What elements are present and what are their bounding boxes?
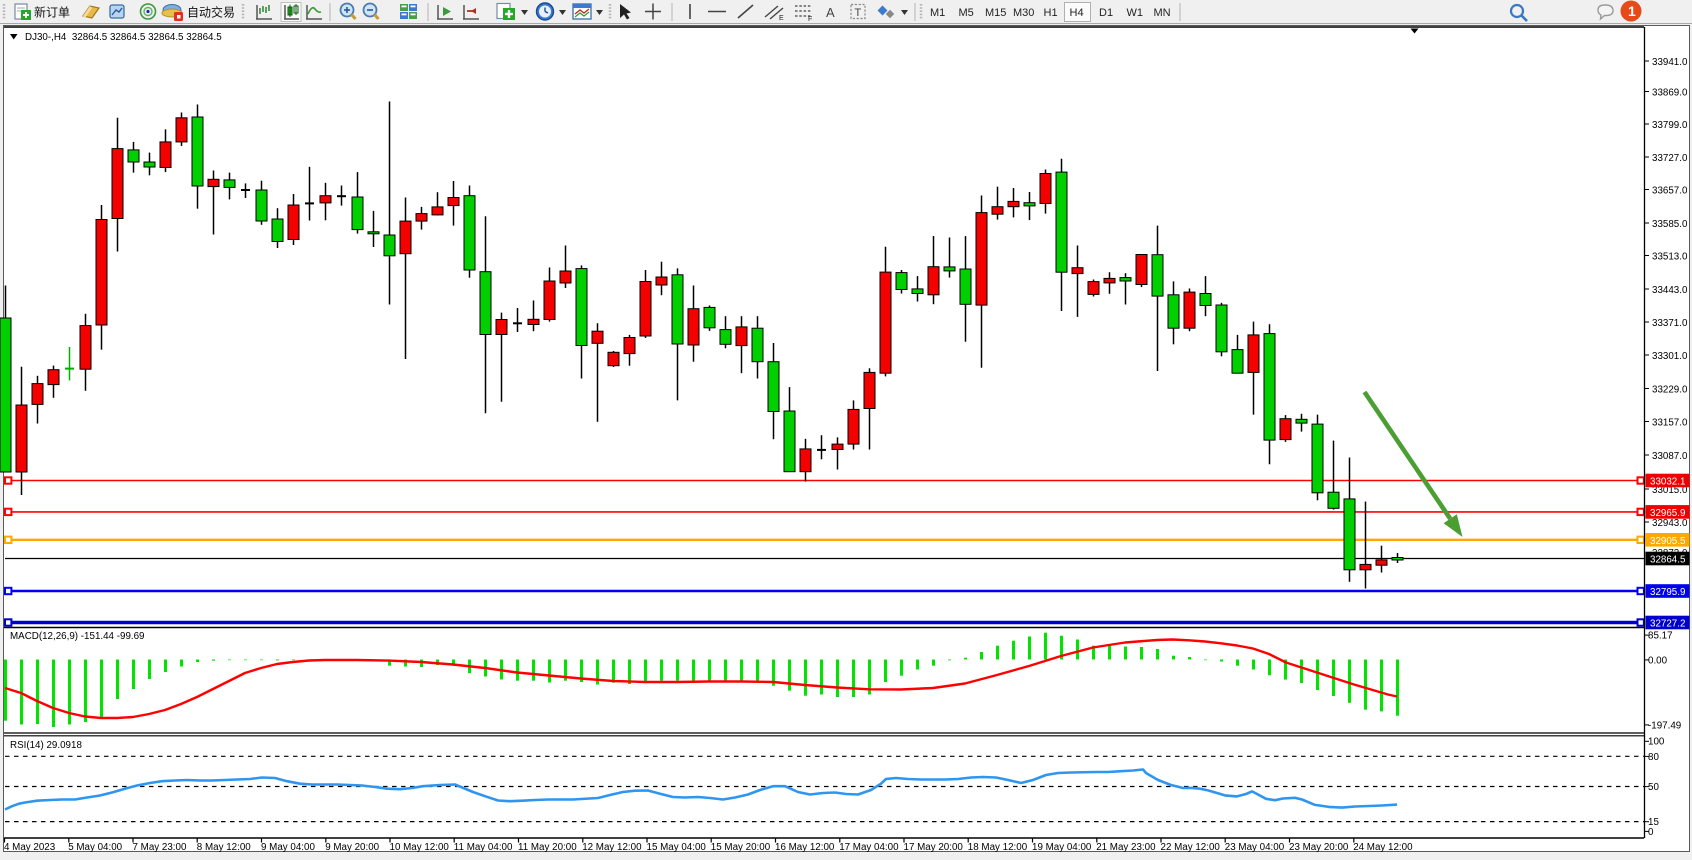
svg-text:DJ30-,H4 32864.5 32864.5 3286: DJ30-,H4 32864.5 32864.5 32864.5 32864.5: [25, 32, 222, 43]
svg-text:11 May 04:00: 11 May 04:00: [454, 842, 513, 853]
svg-text:33301.0: 33301.0: [1652, 351, 1688, 362]
svg-text:M5: M5: [959, 7, 974, 19]
svg-text:19 May 04:00: 19 May 04:00: [1032, 842, 1092, 853]
svg-text:33657.0: 33657.0: [1652, 185, 1688, 196]
svg-text:-197.49: -197.49: [1648, 720, 1681, 731]
svg-text:33941.0: 33941.0: [1652, 57, 1688, 68]
svg-text:33585.0: 33585.0: [1652, 219, 1688, 230]
svg-text:33799.0: 33799.0: [1652, 120, 1688, 131]
svg-text:9 May 20:00: 9 May 20:00: [325, 842, 379, 853]
svg-text:100: 100: [1648, 737, 1665, 748]
svg-text:16 May 12:00: 16 May 12:00: [775, 842, 835, 853]
svg-text:32965.9: 32965.9: [1650, 508, 1685, 519]
svg-text:50: 50: [1648, 782, 1659, 793]
svg-text:0: 0: [1648, 827, 1654, 838]
svg-text:9 May 04:00: 9 May 04:00: [261, 842, 315, 853]
svg-text:T: T: [855, 7, 862, 19]
svg-text:A: A: [826, 5, 835, 20]
svg-text:15: 15: [1648, 817, 1659, 828]
svg-text:22 May 12:00: 22 May 12:00: [1161, 842, 1221, 853]
svg-text:33869.0: 33869.0: [1652, 87, 1688, 98]
svg-text:M15: M15: [985, 7, 1006, 19]
svg-text:MACD(12,26,9) -151.44 -99.69: MACD(12,26,9) -151.44 -99.69: [10, 631, 145, 642]
svg-text:33032.1: 33032.1: [1650, 477, 1685, 488]
svg-text:1: 1: [1628, 3, 1636, 19]
svg-text:新订单: 新订单: [34, 5, 70, 20]
svg-text:17 May 20:00: 17 May 20:00: [904, 842, 964, 853]
svg-text:15 May 20:00: 15 May 20:00: [711, 842, 771, 853]
svg-text:F: F: [808, 16, 812, 23]
svg-text:H1: H1: [1044, 7, 1058, 19]
svg-text:4 May 2023: 4 May 2023: [4, 842, 56, 853]
svg-text:7 May 23:00: 7 May 23:00: [133, 842, 187, 853]
svg-text:33229.0: 33229.0: [1652, 384, 1688, 395]
svg-text:M1: M1: [930, 7, 945, 19]
svg-text:23 May 04:00: 23 May 04:00: [1225, 842, 1285, 853]
svg-text:32864.5: 32864.5: [1650, 555, 1686, 566]
svg-text:80: 80: [1648, 752, 1659, 763]
svg-text:32943.0: 32943.0: [1652, 518, 1688, 529]
svg-text:33157.0: 33157.0: [1652, 417, 1688, 428]
svg-text:5 May 04:00: 5 May 04:00: [68, 842, 122, 853]
svg-text:W1: W1: [1127, 7, 1144, 19]
svg-text:D1: D1: [1099, 7, 1113, 19]
svg-text:M30: M30: [1013, 7, 1034, 19]
svg-text:33087.0: 33087.0: [1652, 451, 1688, 462]
svg-text:15 May 04:00: 15 May 04:00: [647, 842, 707, 853]
svg-text:11 May 20:00: 11 May 20:00: [518, 842, 577, 853]
svg-text:85.17: 85.17: [1648, 631, 1673, 642]
svg-text:8 May 12:00: 8 May 12:00: [197, 842, 251, 853]
svg-text:12 May 12:00: 12 May 12:00: [582, 842, 642, 853]
svg-text:32727.2: 32727.2: [1650, 619, 1685, 630]
svg-text:24 May 12:00: 24 May 12:00: [1353, 842, 1413, 853]
svg-text:17 May 04:00: 17 May 04:00: [839, 842, 899, 853]
svg-text:23 May 20:00: 23 May 20:00: [1289, 842, 1349, 853]
svg-text:RSI(14) 29.0918: RSI(14) 29.0918: [10, 740, 82, 751]
svg-text:21 May 23:00: 21 May 23:00: [1096, 842, 1156, 853]
svg-text:33371.0: 33371.0: [1652, 318, 1688, 329]
svg-text:32795.9: 32795.9: [1650, 587, 1685, 598]
svg-text:33443.0: 33443.0: [1652, 285, 1688, 296]
svg-text:10 May 12:00: 10 May 12:00: [390, 842, 450, 853]
svg-text:自动交易: 自动交易: [187, 5, 235, 20]
svg-text:MN: MN: [1154, 7, 1171, 19]
svg-text:H4: H4: [1070, 7, 1084, 19]
svg-text:E: E: [779, 15, 784, 22]
svg-text:33015.0: 33015.0: [1652, 485, 1688, 496]
svg-text:33727.0: 33727.0: [1652, 153, 1688, 164]
svg-text:0.00: 0.00: [1648, 655, 1668, 666]
svg-text:32905.5: 32905.5: [1650, 536, 1686, 547]
svg-text:18 May 12:00: 18 May 12:00: [968, 842, 1028, 853]
svg-text:33513.0: 33513.0: [1652, 251, 1688, 262]
